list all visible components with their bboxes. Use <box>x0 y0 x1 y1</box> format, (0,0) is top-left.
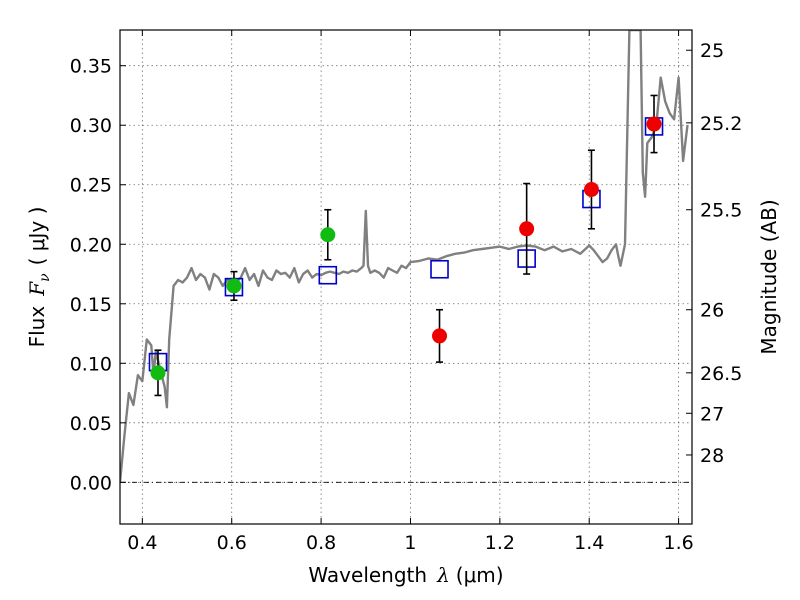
y2-tick-label: 27 <box>700 403 724 425</box>
x-tick-label: 0.4 <box>127 532 157 554</box>
plot-background <box>120 30 692 524</box>
grid <box>120 30 692 524</box>
y-tick-label: 0.05 <box>70 413 112 435</box>
y2-axis-label: Magnitude (AB) <box>757 199 781 354</box>
series-layer <box>120 30 689 483</box>
observed-point-group <box>519 182 535 275</box>
y2-tick-label: 26 <box>700 300 724 322</box>
observed-point-group <box>646 94 662 154</box>
plot-frame <box>119 29 693 525</box>
model-box-point <box>430 259 449 279</box>
x-tick-label: 1.4 <box>574 532 604 554</box>
x-axis-label-units: (μm) <box>456 563 504 587</box>
x-tick-label: 0.8 <box>306 532 336 554</box>
x-axis-label-symbol: λ <box>436 563 450 587</box>
y-tick-label: 0.00 <box>70 472 112 494</box>
model-box-point <box>318 265 338 285</box>
green-observed-point <box>150 365 166 381</box>
x-tick-label: 1.6 <box>663 532 693 554</box>
y2-tick-label: 25 <box>700 40 724 62</box>
x-axis-label: Wavelength λ (μm) <box>308 563 503 587</box>
y-axis-label-subscript: ν <box>37 273 53 282</box>
y2-tick-label: 25.5 <box>700 200 742 222</box>
sed-curve-line <box>120 30 689 483</box>
observed-point-group <box>150 349 166 397</box>
y-axis-label: Flux Fν ( μJy ) <box>25 207 53 348</box>
observed-point-group <box>432 308 448 363</box>
y-tick-label: 0.35 <box>70 56 112 78</box>
observed-point-group <box>583 149 599 230</box>
x-axis-label-text: Wavelength <box>308 563 427 587</box>
y-tick-label: 0.30 <box>70 115 112 137</box>
red-observed-point <box>646 116 662 132</box>
y-axis-label-symbol: F <box>25 281 49 297</box>
y-axis-label-text: Flux <box>25 306 49 348</box>
red-observed-point <box>432 328 448 344</box>
red-observed-point <box>583 182 599 198</box>
x-tick-label: 0.6 <box>217 532 247 554</box>
y2-tick-label: 28 <box>700 445 724 467</box>
observed-point-group <box>226 270 242 302</box>
x-tick-label: 1.2 <box>485 532 515 554</box>
y2-tick-label: 25.2 <box>700 113 742 135</box>
y-tick-label: 0.25 <box>70 175 112 197</box>
y-axis-label-units: ( μJy ) <box>25 207 49 266</box>
ticks-layer: 0.4 0.6 0.8 1 1.2 1.4 1.6 0.00 0.05 0.10 0.15 0.20 0… <box>70 30 742 554</box>
green-observed-point <box>226 278 242 294</box>
x-tick-label: 1 <box>404 532 416 554</box>
observed-point-group <box>320 208 336 261</box>
green-observed-point <box>320 227 336 243</box>
y-tick-label: 0.20 <box>70 234 112 256</box>
y-tick-label: 0.10 <box>70 353 112 375</box>
red-observed-point <box>519 221 535 237</box>
points-layer <box>148 94 664 397</box>
y2-tick-label: 26.5 <box>700 363 742 385</box>
y-tick-label: 0.15 <box>70 294 112 316</box>
